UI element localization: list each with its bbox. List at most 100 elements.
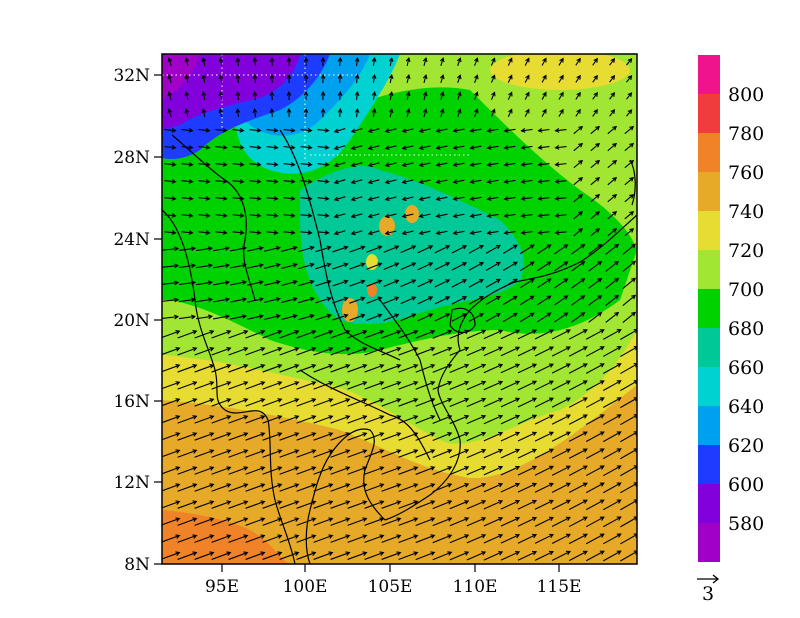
wind-vector [434, 279, 451, 288]
wind-vector [432, 346, 453, 356]
wind-vector [551, 397, 571, 408]
wind-vector [286, 56, 292, 67]
wind-vector [330, 381, 351, 390]
wind-vector [401, 162, 414, 168]
wind-vector [364, 517, 385, 526]
wind-vector [517, 533, 538, 544]
wind-vector [573, 193, 584, 203]
wind-vector [211, 500, 232, 509]
wind-vector [456, 57, 462, 66]
wind-vector [575, 57, 581, 66]
wind-vector [469, 179, 482, 184]
wind-vector [262, 466, 283, 475]
colorbar-swatch [698, 445, 720, 484]
colorbar-swatch [698, 211, 720, 250]
wind-vector [366, 279, 383, 287]
wind-vector [573, 142, 584, 152]
wind-vector [466, 397, 487, 408]
wind-vector [551, 380, 571, 391]
wind-vector [245, 483, 266, 492]
wind-vector [452, 162, 465, 167]
wind-vector [313, 329, 334, 339]
wind-vector [541, 57, 547, 66]
wind-vector [500, 448, 521, 459]
wind-vector [177, 432, 198, 441]
wind-vector [503, 213, 516, 219]
wind-vector [232, 162, 245, 167]
wind-vector [558, 57, 564, 66]
wind-vector [381, 364, 402, 373]
wind-vector [456, 108, 462, 118]
wind-vector [466, 346, 487, 357]
wind-vector [474, 91, 479, 101]
wind-vector [350, 162, 363, 168]
wind-vector [198, 179, 211, 184]
wind-vector [534, 414, 555, 425]
wind-vector [602, 363, 622, 374]
wind-vector [398, 466, 419, 475]
lat-tick-label: 24N [113, 230, 150, 250]
wind-vector [418, 179, 431, 185]
wind-vector [232, 196, 245, 201]
wind-vector [466, 431, 487, 442]
wind-vector [164, 179, 177, 184]
wind-vector [181, 230, 194, 235]
wind-vector [401, 213, 414, 219]
wind-vector [590, 193, 601, 203]
wind-vector [626, 75, 633, 83]
wind-vector [317, 230, 330, 235]
colorbar-swatch [698, 328, 720, 367]
wind-vector [313, 398, 334, 407]
wind-vector [439, 74, 445, 84]
wind-vector [279, 432, 300, 441]
wind-vector [178, 263, 197, 269]
wind-vector [554, 244, 569, 255]
wind-vector [435, 179, 448, 185]
wind-vector [235, 108, 241, 118]
wind-vector [486, 162, 499, 167]
wind-vector [313, 432, 334, 441]
wind-vector [622, 243, 637, 255]
wind-vector [607, 176, 618, 186]
wind-vector [551, 363, 571, 374]
wind-vector [432, 397, 453, 407]
wind-vector [624, 176, 635, 186]
wind-vector [435, 128, 448, 133]
wind-vector [541, 91, 547, 100]
wind-vector [262, 347, 283, 356]
wind-vector [279, 364, 300, 373]
wind-vector [177, 517, 198, 526]
wind-vector [524, 91, 530, 100]
wind-vector [366, 296, 383, 304]
wind-vector [162, 246, 180, 252]
wind-vector [466, 551, 487, 561]
wind-vector [313, 347, 334, 356]
wind-vector [177, 534, 198, 543]
wind-vector [500, 431, 521, 442]
wind-vector [554, 162, 567, 167]
wind-vector [483, 534, 504, 544]
wind-vector [452, 179, 465, 185]
wind-vector [554, 213, 567, 218]
colorbar-label: 700 [728, 279, 764, 301]
wind-vector [262, 534, 283, 543]
wind-vector [235, 73, 241, 84]
wind-vector [303, 73, 309, 84]
wind-vector [196, 314, 214, 320]
wind-vector [588, 260, 603, 272]
wind-vector [367, 213, 380, 219]
colorbar-label: 580 [728, 513, 764, 535]
wind-vector [249, 179, 262, 184]
wind-vector [422, 108, 428, 118]
wind-vector [313, 500, 334, 509]
wind-vector [215, 127, 228, 133]
lat-tick-label: 8N [124, 555, 150, 575]
wind-vector [449, 363, 470, 373]
wind-vector [313, 551, 334, 560]
wind-vector [162, 364, 181, 373]
wind-vector [218, 91, 224, 101]
wind-vector [585, 329, 605, 340]
wind-vector [303, 90, 309, 101]
wind-vector [568, 346, 588, 357]
wind-vector [252, 73, 258, 84]
